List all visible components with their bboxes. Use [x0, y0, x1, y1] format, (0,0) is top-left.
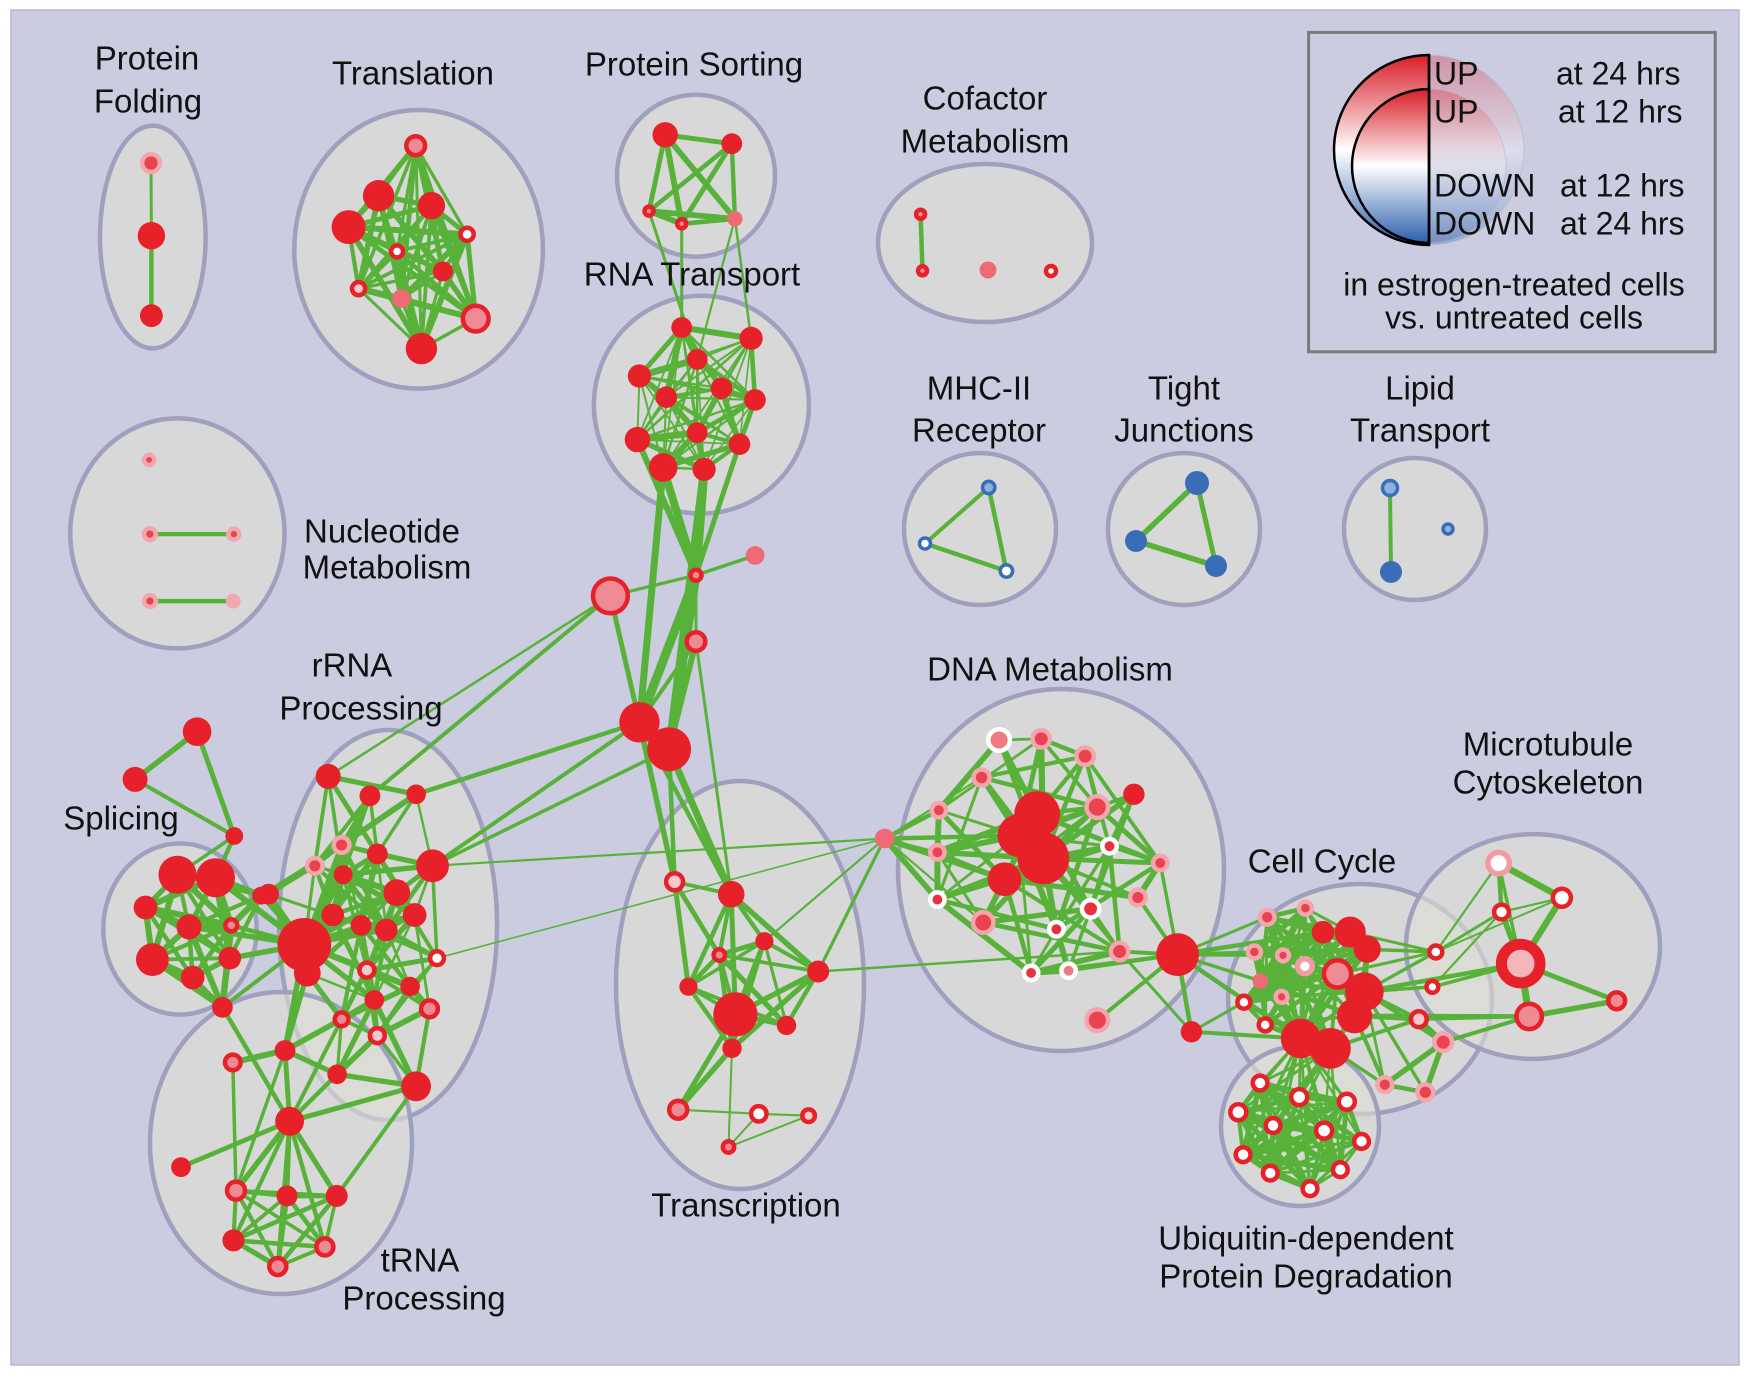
svg-text:Cytoskeleton: Cytoskeleton [1453, 764, 1644, 801]
svg-text:Protein Sorting: Protein Sorting [585, 46, 803, 83]
svg-text:Protein Degradation: Protein Degradation [1159, 1258, 1453, 1295]
svg-text:Translation: Translation [332, 55, 494, 92]
svg-text:Tight: Tight [1148, 370, 1220, 407]
svg-text:vs. untreated cells: vs. untreated cells [1385, 299, 1643, 335]
svg-text:RNA Transport: RNA Transport [584, 256, 800, 293]
svg-text:Processing: Processing [279, 690, 442, 727]
svg-text:tRNA: tRNA [381, 1242, 460, 1279]
svg-text:MHC-II: MHC-II [927, 370, 1031, 407]
svg-text:Transport: Transport [1350, 412, 1490, 449]
svg-text:Cofactor: Cofactor [923, 80, 1048, 117]
svg-text:at 24 hrs: at 24 hrs [1556, 55, 1681, 91]
svg-text:Metabolism: Metabolism [901, 123, 1070, 160]
svg-text:Lipid: Lipid [1385, 370, 1455, 407]
svg-text:DOWN: DOWN [1434, 205, 1535, 241]
svg-text:Microtubule: Microtubule [1463, 726, 1634, 763]
svg-text:Nucleotide: Nucleotide [304, 513, 460, 550]
svg-text:UP: UP [1434, 55, 1478, 91]
svg-text:in estrogen-treated cells: in estrogen-treated cells [1343, 266, 1685, 302]
svg-text:Ubiquitin-dependent: Ubiquitin-dependent [1158, 1220, 1453, 1257]
svg-text:Protein: Protein [95, 40, 200, 77]
svg-text:at 12 hrs: at 12 hrs [1560, 167, 1685, 203]
svg-text:Junctions: Junctions [1114, 412, 1253, 449]
svg-text:rRNA: rRNA [312, 647, 393, 684]
svg-text:UP: UP [1434, 93, 1478, 129]
svg-text:Splicing: Splicing [63, 800, 179, 837]
svg-text:DOWN: DOWN [1434, 167, 1535, 203]
svg-text:Folding: Folding [94, 83, 202, 120]
svg-text:DNA Metabolism: DNA Metabolism [927, 651, 1173, 688]
svg-text:Cell Cycle: Cell Cycle [1248, 843, 1397, 880]
svg-text:Metabolism: Metabolism [303, 549, 472, 586]
svg-text:at 24 hrs: at 24 hrs [1560, 205, 1685, 241]
svg-text:Receptor: Receptor [912, 412, 1046, 449]
svg-text:at 12 hrs: at 12 hrs [1558, 93, 1683, 129]
svg-text:Processing: Processing [342, 1280, 505, 1317]
svg-text:Transcription: Transcription [651, 1187, 841, 1224]
